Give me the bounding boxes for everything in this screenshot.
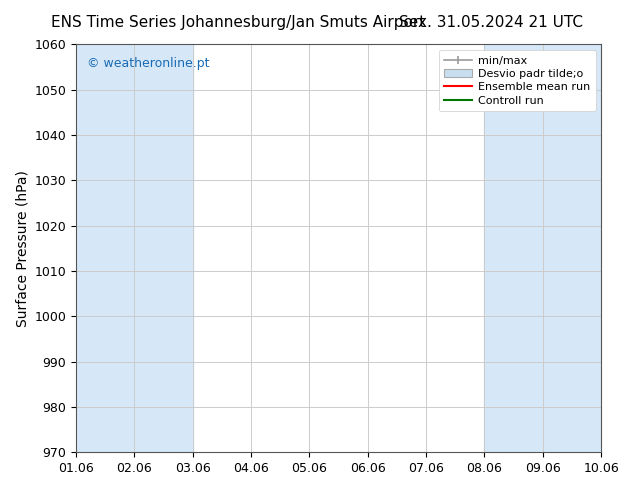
Text: © weatheronline.pt: © weatheronline.pt xyxy=(87,57,209,70)
Bar xyxy=(484,45,543,452)
Text: Sex. 31.05.2024 21 UTC: Sex. 31.05.2024 21 UTC xyxy=(399,15,583,30)
Bar xyxy=(76,45,134,452)
Text: ENS Time Series Johannesburg/Jan Smuts Airport: ENS Time Series Johannesburg/Jan Smuts A… xyxy=(51,15,425,30)
Y-axis label: Surface Pressure (hPa): Surface Pressure (hPa) xyxy=(15,170,29,327)
Bar xyxy=(134,45,193,452)
Legend: min/max, Desvio padr tilde;o, Ensemble mean run, Controll run: min/max, Desvio padr tilde;o, Ensemble m… xyxy=(439,50,595,111)
Bar xyxy=(543,45,601,452)
